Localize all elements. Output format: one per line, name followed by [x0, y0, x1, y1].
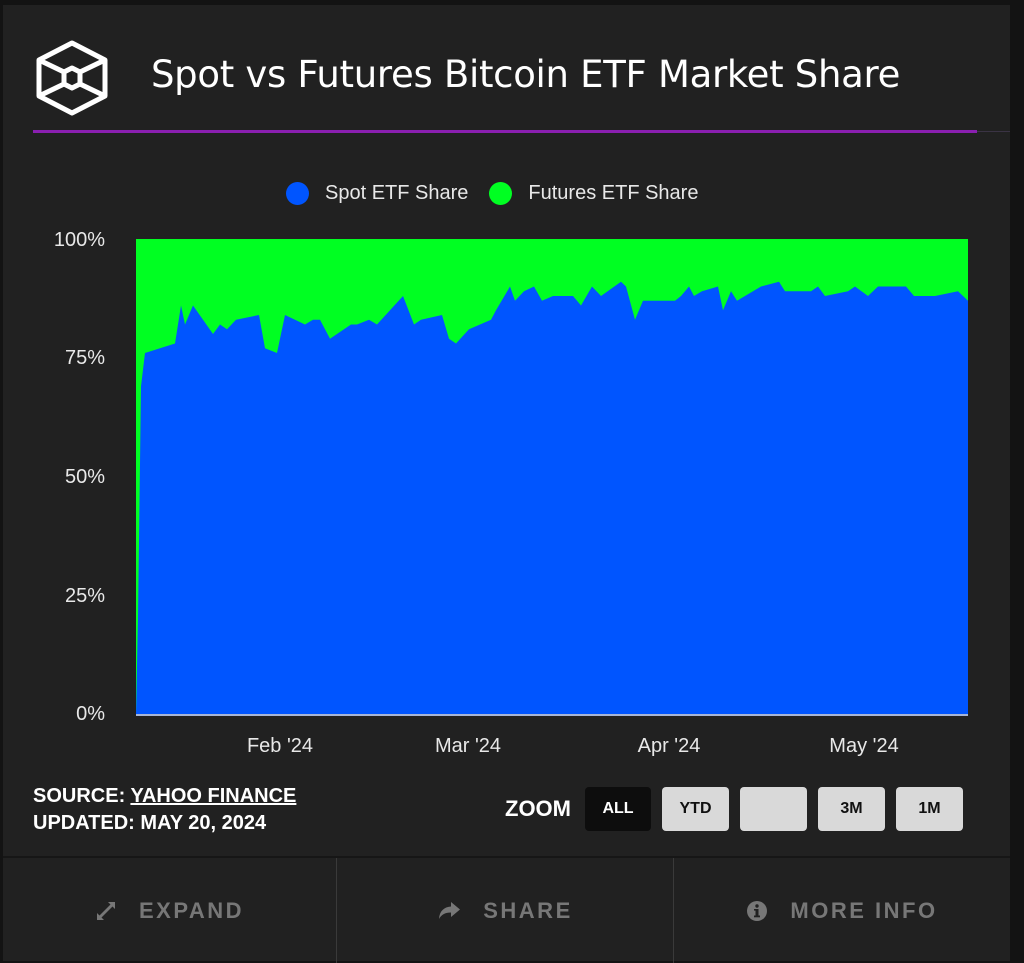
zoom-all-button[interactable]: ALL — [585, 787, 651, 831]
y-tick-25: 25% — [64, 585, 105, 607]
stacked-area-plot[interactable] — [136, 239, 968, 717]
zoom-1m-button[interactable]: 1M — [896, 787, 963, 831]
header-divider-fade — [977, 131, 1010, 132]
updated-line: UPDATED: MAY 20, 2024 — [33, 810, 296, 837]
chart-title: Spot vs Futures Bitcoin ETF Market Share — [151, 53, 901, 96]
share-button[interactable]: SHARE — [337, 858, 673, 963]
legend-label-futures: Futures ETF Share — [528, 181, 699, 204]
expand-arrows-icon — [95, 900, 117, 922]
chart-card: Spot vs Futures Bitcoin ETF Market Share… — [3, 5, 1010, 963]
source-label: SOURCE: — [33, 785, 126, 807]
legend-item-spot[interactable]: Spot ETF Share — [286, 181, 469, 205]
chart-header: Spot vs Futures Bitcoin ETF Market Share — [3, 5, 1010, 130]
zoom-ytd-button[interactable]: YTD — [662, 787, 729, 831]
x-tick-may: May '24 — [829, 735, 899, 757]
zoom-label: ZOOM — [505, 796, 571, 821]
more-info-label: MORE INFO — [790, 897, 938, 923]
legend-dot-spot-icon — [286, 181, 309, 205]
chart-meta: SOURCE: YAHOO FINANCE UPDATED: MAY 20, 2… — [33, 783, 296, 837]
footer-separator — [673, 858, 674, 963]
y-tick-100: 100% — [53, 229, 105, 251]
y-tick-75: 75% — [64, 347, 105, 369]
more-info-button[interactable]: MORE INFO — [674, 858, 1010, 963]
source-line: SOURCE: YAHOO FINANCE — [33, 783, 296, 810]
y-tick-50: 50% — [64, 466, 105, 488]
info-circle-icon — [746, 900, 768, 922]
legend-label-spot: Spot ETF Share — [325, 181, 469, 204]
expand-label: EXPAND — [138, 897, 245, 923]
header-divider — [33, 130, 977, 133]
x-tick-mar: Mar '24 — [434, 735, 502, 757]
zoom-3m-button[interactable]: 3M — [818, 787, 885, 831]
plot-svg — [136, 239, 968, 716]
legend-dot-futures-icon — [489, 181, 513, 205]
legend-item-futures[interactable]: Futures ETF Share — [489, 181, 699, 205]
share-label: SHARE — [483, 897, 573, 923]
footer-separator — [336, 858, 337, 963]
card-footer: EXPAND SHARE MORE INFO — [3, 856, 1010, 963]
chart-legend: Spot ETF Share Futures ETF Share — [286, 178, 719, 208]
source-link[interactable]: YAHOO FINANCE — [130, 785, 297, 807]
y-tick-0: 0% — [76, 703, 105, 725]
zoom-blank-button[interactable] — [740, 787, 807, 831]
updated-label: UPDATED: — [33, 812, 135, 834]
updated-value: MAY 20, 2024 — [140, 812, 267, 834]
share-arrow-icon — [437, 900, 461, 922]
x-tick-apr: Apr '24 — [637, 735, 701, 757]
expand-button[interactable]: EXPAND — [3, 858, 336, 963]
cube-logo-icon — [35, 40, 109, 116]
zoom-controls: ZOOM ALL YTD 3M 1M — [505, 787, 974, 831]
x-tick-feb: Feb '24 — [246, 735, 314, 757]
spot-area — [136, 281, 968, 714]
